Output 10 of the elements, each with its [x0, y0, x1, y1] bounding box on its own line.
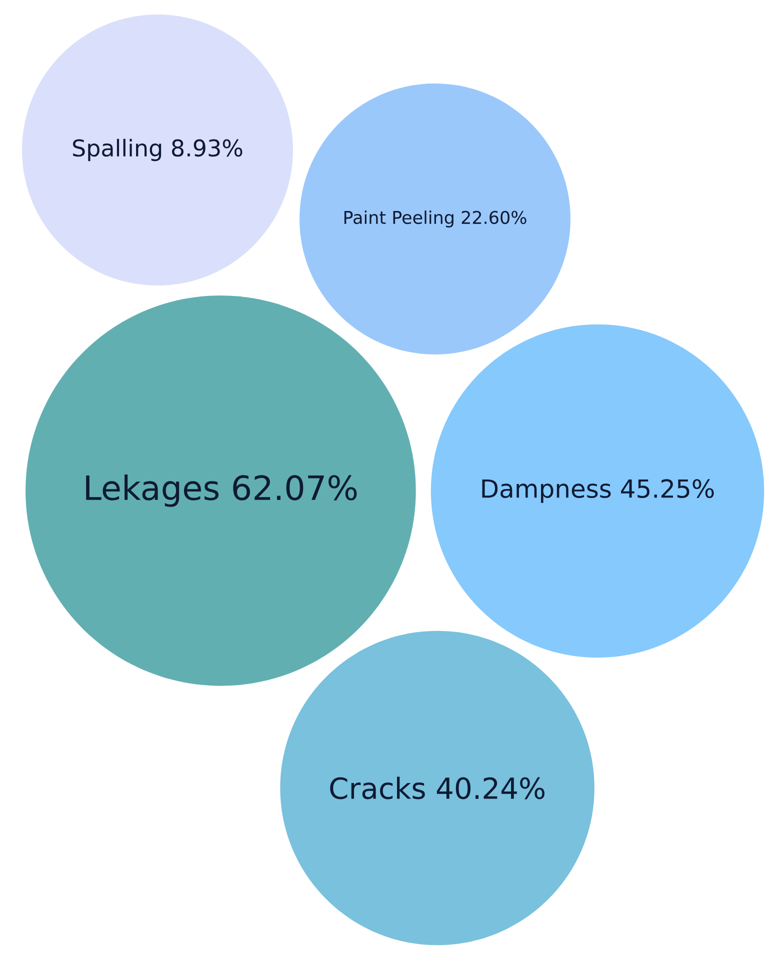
- category-label: Lekages: [86, 474, 219, 507]
- data-label: 45.25%: [621, 479, 714, 498]
- category-label: Cracks: [330, 776, 425, 800]
- data-label: 8.93%: [172, 139, 242, 157]
- category-label: Dampness: [482, 479, 611, 503]
- data-label: 22.60%: [462, 210, 526, 224]
- category-label: Spalling: [73, 138, 162, 162]
- data-label: 40.24%: [436, 777, 544, 800]
- category-label: Paint Peeling: [344, 210, 454, 228]
- data-label: 62.07%: [233, 475, 357, 500]
